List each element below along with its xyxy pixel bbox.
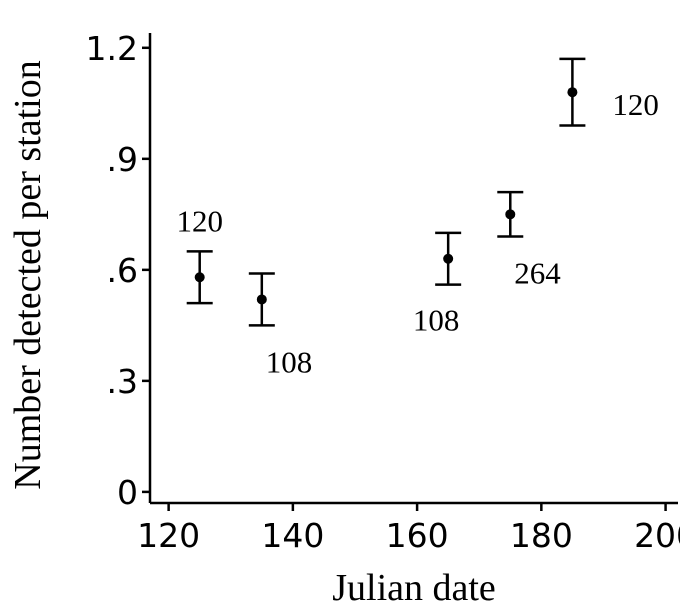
data-point: [443, 253, 454, 264]
data-point-group: 120: [559, 57, 659, 127]
x-tick-label: 140: [261, 516, 324, 555]
y-tick-label: 0: [117, 473, 138, 512]
data-point: [194, 272, 205, 283]
data-points: 120 108 108 264 120: [176, 57, 659, 379]
sample-size-label: 120: [612, 87, 659, 122]
y-ticks: 0 .3 .6 .9 1.2: [86, 29, 150, 512]
data-point-group: 108: [248, 272, 313, 379]
data-point: [256, 294, 267, 305]
data-point: [567, 87, 578, 98]
data-point-group: 120: [176, 203, 223, 305]
data-point-group: 264: [497, 190, 561, 291]
sample-size-label: 108: [266, 344, 313, 379]
x-axis-title: Julian date: [332, 567, 496, 609]
y-tick-label: .3: [107, 362, 139, 401]
y-tick-label: .9: [107, 140, 139, 179]
data-point: [505, 209, 516, 220]
sample-size-label: 120: [176, 203, 223, 238]
sample-size-label: 108: [413, 303, 460, 338]
sample-size-label: 264: [514, 256, 561, 291]
data-point-group: 108: [413, 231, 462, 338]
x-tick-label: 200: [634, 516, 680, 555]
y-axis-title: Number detected per station: [7, 60, 49, 489]
y-tick-label: 1.2: [86, 29, 138, 68]
x-ticks: 120 140 160 180 200: [137, 503, 680, 555]
x-tick-label: 160: [386, 516, 449, 555]
x-tick-label: 180: [510, 516, 573, 555]
x-tick-label: 120: [137, 516, 200, 555]
y-tick-label: .6: [107, 251, 139, 290]
